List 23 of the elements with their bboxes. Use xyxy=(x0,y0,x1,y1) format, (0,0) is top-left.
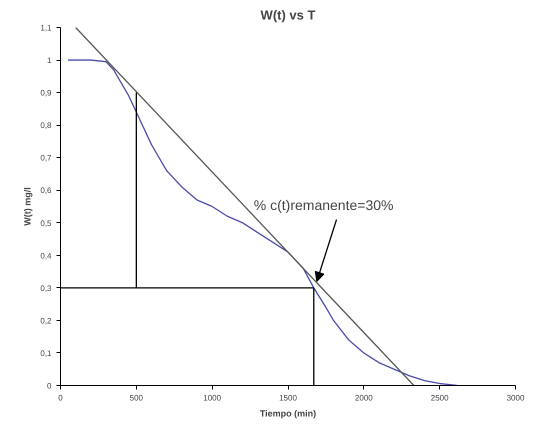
y-tick-label: 0 xyxy=(47,382,52,390)
y-tick-label: 0,9 xyxy=(40,88,52,98)
y-tick-label: 0,4 xyxy=(40,251,52,260)
y-tick-label: 0,5 xyxy=(40,218,52,228)
y-tick-label: 0,3 xyxy=(40,284,52,293)
y-tick-label: 0,7 xyxy=(40,154,52,163)
x-tick-label: 2500 xyxy=(430,394,450,402)
x-tick-label: 0 xyxy=(58,394,64,402)
x-tick-label: 500 xyxy=(130,394,144,402)
y-tick-label: 0,1 xyxy=(40,348,52,358)
annotation: % c(t)remanente=30% xyxy=(254,196,394,213)
y-tick-label: 1,1 xyxy=(40,24,52,32)
x-tick-label: 3000 xyxy=(506,394,525,402)
x-axis-title: Tiempo (min) xyxy=(260,408,316,418)
y-axis-title: W(t) mg/l xyxy=(22,187,32,226)
chart-title: W(t) vs T xyxy=(260,8,316,22)
x-tick-label: 1500 xyxy=(279,394,298,402)
y-tick-label: 0,8 xyxy=(40,121,52,130)
y-tick-label: 0,6 xyxy=(40,186,52,196)
x-tick-label: 2000 xyxy=(354,394,374,402)
x-tick-label: 1000 xyxy=(203,394,222,402)
y-tick-label: 0,2 xyxy=(40,316,52,326)
y-tick-label: 1 xyxy=(47,56,52,66)
